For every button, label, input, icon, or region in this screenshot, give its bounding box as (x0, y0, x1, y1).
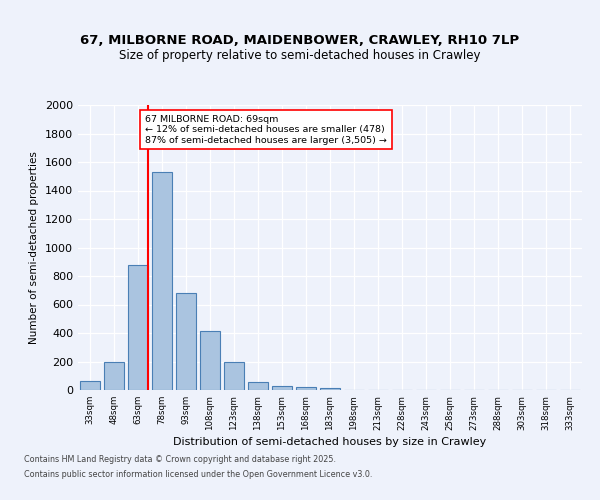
Text: Contains HM Land Registry data © Crown copyright and database right 2025.: Contains HM Land Registry data © Crown c… (24, 455, 336, 464)
Bar (152, 172, 172, 390)
Bar (176, 293, 196, 390)
Text: 67, MILBORNE ROAD, MAIDENBOWER, CRAWLEY, RH10 7LP: 67, MILBORNE ROAD, MAIDENBOWER, CRAWLEY,… (80, 34, 520, 48)
Bar (224, 362, 244, 390)
Bar (272, 386, 292, 390)
Bar (128, 266, 148, 390)
Bar (296, 387, 316, 390)
Bar (320, 388, 340, 390)
X-axis label: Distribution of semi-detached houses by size in Crawley: Distribution of semi-detached houses by … (173, 436, 487, 446)
Bar (80, 380, 100, 390)
Text: Size of property relative to semi-detached houses in Crawley: Size of property relative to semi-detach… (119, 50, 481, 62)
Bar (248, 382, 268, 390)
Bar (200, 331, 220, 390)
Y-axis label: Number of semi-detached properties: Number of semi-detached properties (29, 151, 40, 344)
Text: Contains public sector information licensed under the Open Government Licence v3: Contains public sector information licen… (24, 470, 373, 479)
Text: 67 MILBORNE ROAD: 69sqm
← 12% of semi-detached houses are smaller (478)
87% of s: 67 MILBORNE ROAD: 69sqm ← 12% of semi-de… (145, 115, 387, 145)
Bar (104, 362, 124, 390)
